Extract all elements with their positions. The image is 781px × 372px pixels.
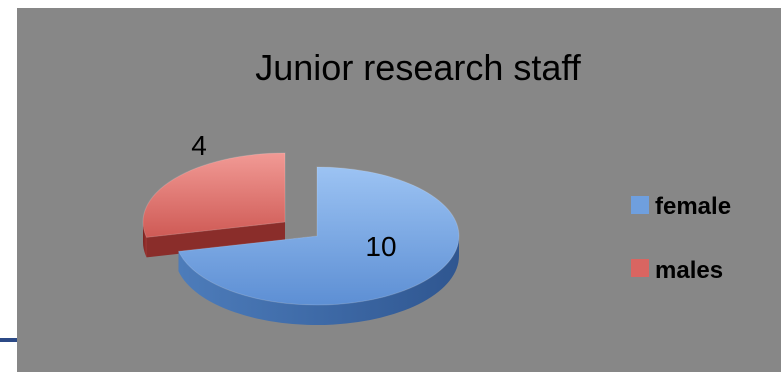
legend-label-males: males — [655, 257, 723, 284]
slice-males — [142, 152, 286, 238]
pie-chart: Junior research staff 10 4 female males — [142, 47, 731, 325]
legend-label-female: female — [655, 193, 731, 220]
pie-slices — [142, 152, 460, 325]
chart-area: Junior research staff 10 4 female males — [17, 8, 781, 372]
legend: female males — [631, 193, 731, 284]
legend-swatch-female — [631, 196, 649, 214]
slice-males-side-0 — [143, 222, 147, 258]
data-label-female: 10 — [365, 231, 396, 262]
legend-swatch-males — [631, 259, 649, 277]
slice-female-side-0 — [178, 236, 459, 325]
slice-female — [177, 166, 460, 306]
data-label-males: 4 — [191, 130, 207, 161]
slice-males-wall-0 — [146, 222, 285, 258]
chart-title: Junior research staff — [255, 47, 581, 88]
